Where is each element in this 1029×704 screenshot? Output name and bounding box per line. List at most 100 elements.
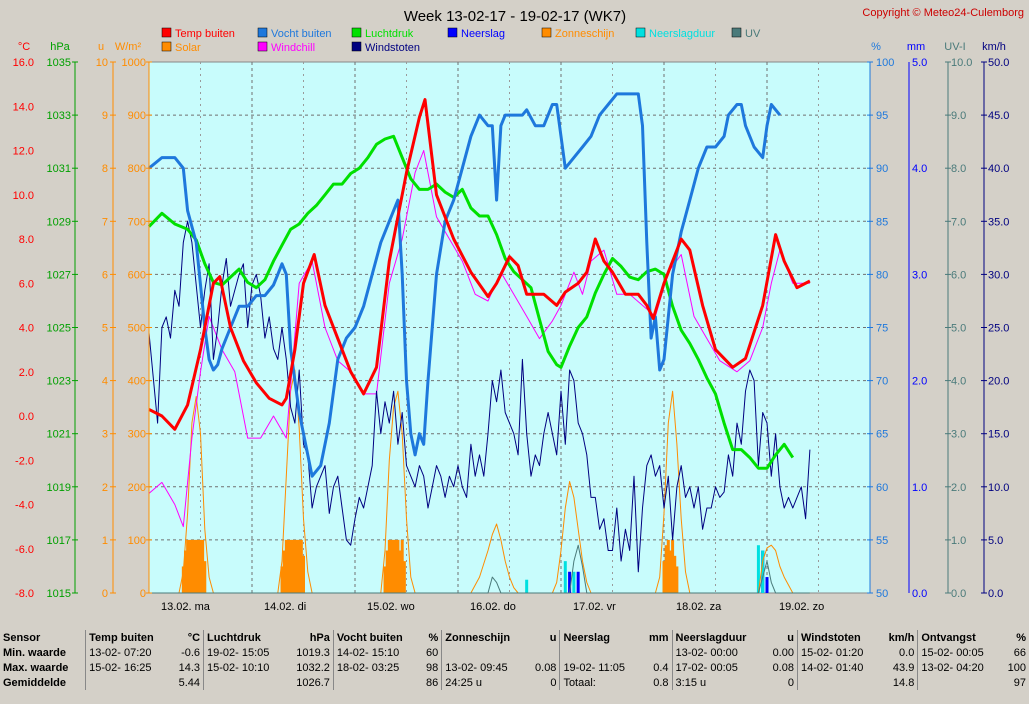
stats-cell-time — [796, 675, 880, 690]
tick-uvi: 2.0 — [951, 482, 966, 494]
stats-header: Temp buiten — [85, 630, 171, 645]
day-label: 16.02. do — [470, 601, 516, 613]
tick-uv_left: 9 — [102, 110, 108, 122]
stats-header: Neerslag — [559, 630, 641, 645]
tick-temp: 12.0 — [13, 146, 34, 158]
stats-cell-value: 0.08 — [772, 661, 794, 674]
stats-cell-value: 66 — [1013, 646, 1026, 659]
unit-hum: % — [871, 41, 881, 53]
tick-uvi: 0.0 — [951, 588, 966, 600]
tick-temp: 16.0 — [13, 57, 34, 69]
bar-zonneschijn — [181, 566, 185, 593]
legend-label: Vocht buiten — [271, 28, 332, 40]
stats-row: Max. waarde 15-02- 16:25 14.3 15-02- 10:10 1… — [0, 660, 1029, 675]
day-label: 18.02. za — [676, 601, 722, 613]
tick-press: 1031 — [47, 163, 71, 175]
bar-zonneschijn — [289, 539, 293, 593]
stats-cell-time — [332, 675, 420, 690]
stats-cell-time: Totaal: — [559, 675, 641, 690]
bar-zonneschijn — [402, 561, 406, 593]
stats-cell-value: 1032.2 — [296, 661, 330, 674]
series-line-temp-buiten — [148, 98, 811, 431]
series-line-windchill — [148, 150, 810, 528]
stats-cell-value — [641, 645, 672, 660]
stats-cell-time: 18-02- 03:25 — [332, 660, 420, 675]
tick-wind: 45.0 — [988, 110, 1009, 122]
bar-zonneschijn — [389, 539, 393, 593]
stats-cell-value: 0.00 — [772, 646, 794, 659]
stats-header-unit: % — [428, 631, 439, 644]
day-label: 19.02. zo — [779, 601, 824, 613]
stats-cell-time: 15-02- 16:25 — [85, 660, 171, 675]
tick-rain: 2.0 — [912, 376, 927, 388]
stats-cell-value: 0.8 — [653, 676, 669, 689]
stats-header-unit: u — [549, 631, 557, 644]
tick-temp: 2.0 — [19, 367, 34, 379]
tick-wind: 40.0 — [988, 163, 1009, 175]
bar-zonneschijn — [671, 539, 675, 593]
tick-press: 1019 — [47, 482, 71, 494]
stats-cell-time — [917, 675, 1000, 690]
tick-wind: 35.0 — [988, 216, 1009, 228]
tick-temp: 4.0 — [19, 323, 34, 335]
tick-press: 1023 — [47, 376, 71, 388]
tick-rain: 4.0 — [912, 163, 927, 175]
legend-label: Zonneschijn — [555, 28, 614, 40]
tick-temp: 10.0 — [13, 190, 34, 202]
bar-zonneschijn — [385, 550, 389, 593]
stats-cell-value: 86 — [426, 676, 439, 689]
tick-solar: 1000 — [122, 57, 146, 69]
tick-hum: 100 — [876, 57, 894, 69]
tick-temp: 6.0 — [19, 278, 34, 290]
axes-layer: 16.014.012.010.08.06.04.02.00.0-2.0-4.0-… — [13, 41, 1010, 613]
stats-cell-value: -0.6 — [181, 646, 201, 659]
bar-neerslagduur — [563, 561, 567, 593]
day-label: 13.02. ma — [161, 601, 211, 613]
tick-uv_left: 10 — [96, 57, 108, 69]
bar-neerslagduur — [756, 545, 760, 593]
unit-uv_left: u — [98, 41, 104, 53]
bar-zonneschijn — [201, 539, 205, 593]
tick-wind: 5.0 — [988, 535, 1003, 547]
lines-layer — [147, 92, 811, 594]
unit-wind: km/h — [982, 41, 1006, 53]
tick-temp: -2.0 — [15, 455, 34, 467]
stats-cell-time: 17-02- 00:05 — [671, 660, 765, 675]
bar-zonneschijn — [183, 550, 187, 593]
tick-uv_left: 3 — [102, 429, 108, 441]
bar-zonneschijn — [196, 539, 200, 593]
stats-cell-time: 14-02- 01:40 — [796, 660, 880, 675]
bar-neerslag — [568, 571, 572, 593]
tick-uvi: 4.0 — [951, 376, 966, 388]
stats-row-label: Gemiddelde — [3, 676, 66, 689]
tick-hum: 60 — [876, 482, 888, 494]
tick-uv_left: 2 — [102, 482, 108, 494]
stats-cell-time: 19-02- 15:05 — [203, 645, 286, 660]
legend-label: Solar — [175, 42, 201, 54]
tick-uvi: 10.0 — [951, 57, 972, 69]
bar-zonneschijn — [392, 539, 396, 593]
tick-temp: -8.0 — [15, 588, 34, 600]
stats-cell-time: 14-02- 15:10 — [332, 645, 420, 660]
bar-zonneschijn — [668, 550, 672, 593]
stats-header-unit: km/h — [888, 631, 915, 644]
tick-hum: 80 — [876, 269, 888, 281]
legend-label: Neerslagduur — [649, 28, 715, 40]
tick-hum: 95 — [876, 110, 888, 122]
tick-solar: 100 — [128, 535, 146, 547]
legend-swatch — [635, 27, 646, 38]
legend-swatch — [161, 41, 172, 52]
tick-solar: 700 — [128, 216, 146, 228]
tick-press: 1025 — [47, 323, 71, 335]
day-label: 17.02. vr — [573, 601, 616, 613]
legend: Temp buiten Vocht buiten Luchtdruk Neerslag… — [161, 27, 761, 54]
legend-label: Windchill — [271, 42, 315, 54]
bar-neerslag — [576, 571, 580, 593]
stats-cell-value: 14.3 — [178, 661, 201, 674]
legend-swatch — [351, 41, 362, 52]
stats-cell-value: 5.44 — [178, 676, 201, 689]
stats-header: Vocht buiten — [332, 630, 420, 645]
stats-cell-time: 13-02- 09:45 — [441, 660, 527, 675]
tick-solar: 800 — [128, 163, 146, 175]
bar-neerslagduur — [525, 579, 529, 593]
